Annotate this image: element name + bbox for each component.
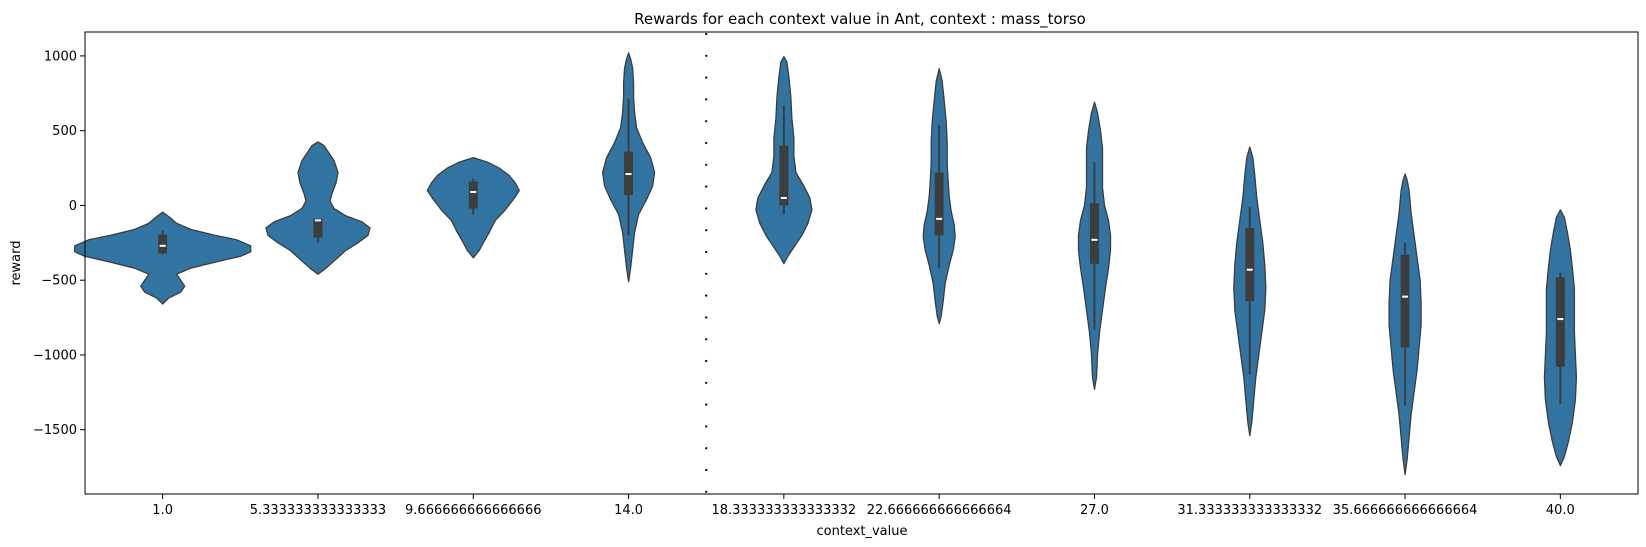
violin-3 <box>426 156 520 259</box>
divider-dot <box>705 316 708 319</box>
x-tick-label: 27.0 <box>1080 503 1109 518</box>
divider-dot <box>705 468 708 472</box>
divider-dot <box>705 294 708 297</box>
violin-box <box>1555 277 1565 367</box>
x-tick-label: 40.0 <box>1546 503 1575 518</box>
x-tick-label: 9.666666666666666 <box>405 503 541 518</box>
violin-body <box>74 211 252 305</box>
violin-10 <box>1543 209 1578 467</box>
y-axis: −1500 −1000 −500 0 500 1000 <box>33 49 85 438</box>
violin-2 <box>265 141 371 275</box>
x-axis: 1.0 5.333333333333333 9.666666666666666 14.… <box>152 494 1575 518</box>
x-axis-label: context_value <box>816 524 907 539</box>
violin-5 <box>755 56 813 265</box>
y-tick-label: −500 <box>41 274 77 289</box>
divider-dot <box>705 272 708 275</box>
violin-9 <box>1388 173 1422 476</box>
y-axis-label: reward <box>9 240 24 285</box>
divider-dot <box>705 141 708 145</box>
y-tick-label: 500 <box>52 124 77 139</box>
divider-dot <box>705 403 708 406</box>
y-tick-label: 0 <box>69 199 77 214</box>
divider-dot <box>705 54 708 57</box>
x-tick-label: 5.333333333333333 <box>250 503 386 518</box>
violin-box <box>934 172 944 236</box>
x-tick-label: 14.0 <box>614 503 643 518</box>
divider-dot <box>705 381 708 384</box>
y-tick-label: −1500 <box>33 423 77 438</box>
x-tick-label: 18.333333333333332 <box>711 503 856 518</box>
violin-body <box>265 141 371 275</box>
divider-dot <box>705 447 708 450</box>
violin-8 <box>1233 146 1267 437</box>
x-tick-label: 31.333333333333332 <box>1177 503 1322 518</box>
violin-box <box>1245 227 1255 302</box>
divider-dot <box>705 32 708 36</box>
x-tick-label: 1.0 <box>152 503 173 518</box>
violin-box <box>468 181 478 209</box>
divider-dot <box>705 120 708 123</box>
divider-line <box>705 32 708 493</box>
divider-dot <box>705 76 708 79</box>
y-tick-label: −1000 <box>33 348 77 363</box>
divider-dot <box>705 98 708 101</box>
divider-dot <box>705 250 708 254</box>
divider-dot <box>705 229 708 232</box>
violin-box <box>1089 203 1099 264</box>
violin-4 <box>601 52 656 283</box>
divider-dot <box>705 163 708 166</box>
x-tick-label: 35.666666666666664 <box>1333 503 1478 518</box>
divider-dot <box>705 338 708 341</box>
violin-6 <box>922 67 956 325</box>
divider-dot <box>705 359 708 363</box>
divider-dot <box>705 425 708 428</box>
x-tick-label: 22.666666666666664 <box>867 503 1012 518</box>
y-tick-label: 1000 <box>44 49 77 64</box>
violin-7 <box>1077 101 1112 390</box>
violin-box <box>313 218 323 238</box>
violin-box <box>158 234 168 254</box>
violin-1 <box>74 211 252 305</box>
divider-dot <box>705 185 708 188</box>
chart-title: Rewards for each context value in Ant, c… <box>634 10 1086 29</box>
violins-group <box>74 52 1578 476</box>
divider-dot <box>705 207 708 210</box>
divider-dot <box>705 490 708 493</box>
plot-area <box>84 31 1639 495</box>
violin-box <box>779 145 789 206</box>
violin-box <box>1400 254 1410 348</box>
